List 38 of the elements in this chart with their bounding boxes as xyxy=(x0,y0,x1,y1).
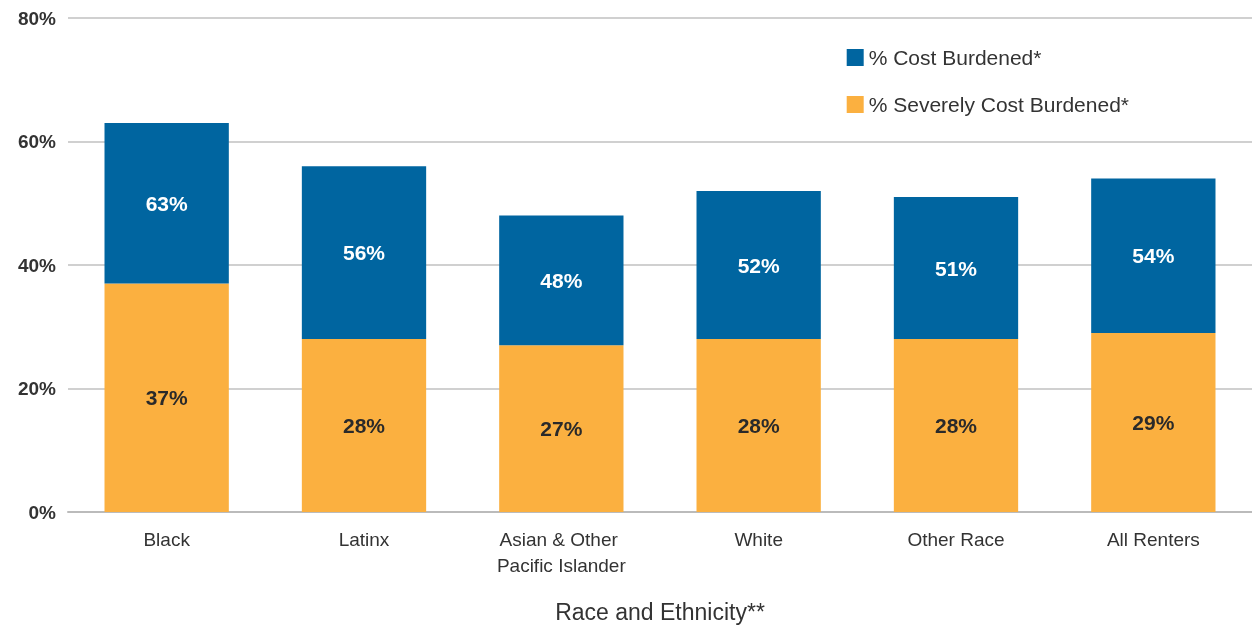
x-tick-label: Other Race xyxy=(907,528,1005,550)
data-label: 27% xyxy=(540,417,583,441)
bar xyxy=(696,339,821,512)
bar xyxy=(301,339,427,512)
bar xyxy=(499,215,624,346)
total-label: 54% xyxy=(1132,244,1175,268)
x-tick-label: White xyxy=(734,528,783,550)
data-label: 28% xyxy=(737,414,781,438)
data-label: 37% xyxy=(145,386,189,410)
bar xyxy=(696,190,821,340)
bar xyxy=(301,166,427,340)
bar xyxy=(1091,178,1216,333)
bar xyxy=(893,339,1019,512)
y-tick-label: 0% xyxy=(28,501,57,523)
y-tick-label: 60% xyxy=(17,131,57,152)
data-label: 28% xyxy=(342,414,386,438)
total-label: 48% xyxy=(540,268,583,292)
bar xyxy=(1091,332,1216,512)
x-tick-label: All Renters xyxy=(1106,528,1200,550)
bar xyxy=(893,197,1019,340)
x-tick-label: Latinx xyxy=(338,528,390,550)
bar xyxy=(499,345,624,512)
total-label: 63% xyxy=(145,191,189,215)
bar xyxy=(104,122,229,284)
bar xyxy=(104,283,229,512)
y-tick-label: 40% xyxy=(17,254,57,276)
x-axis-title: Race and Ethnicity** xyxy=(555,598,765,625)
x-tick-label: Black xyxy=(143,528,191,550)
x-tick-label: Asian & Other Pacific Islander xyxy=(496,528,627,576)
data-label: 29% xyxy=(1132,410,1175,434)
y-tick-label: 80% xyxy=(17,7,57,29)
total-label: 56% xyxy=(342,241,386,265)
legend-label: % Severely Cost Burdened* xyxy=(868,93,1130,116)
legend-label: % Cost Burdened* xyxy=(868,46,1042,69)
total-label: 52% xyxy=(737,253,781,277)
data-label: 28% xyxy=(934,414,978,438)
y-tick-label: 20% xyxy=(17,378,57,399)
total-label: 51% xyxy=(934,256,978,280)
